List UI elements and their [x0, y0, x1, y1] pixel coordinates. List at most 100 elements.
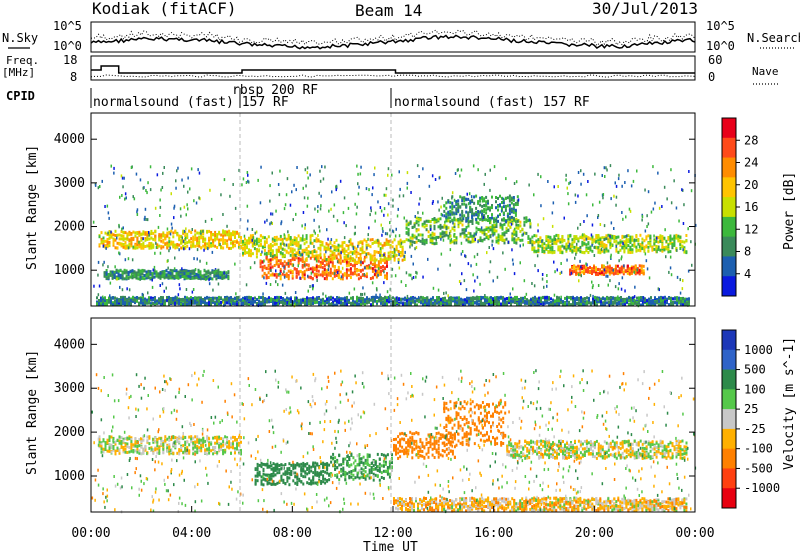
- range-time-cell: [363, 259, 366, 263]
- range-time-cell: [630, 271, 633, 275]
- range-time-cell: [339, 277, 342, 281]
- range-time-cell: [304, 301, 306, 305]
- range-time-cell: [679, 235, 682, 239]
- range-time-cell: [124, 295, 126, 299]
- range-time-cell: [399, 251, 402, 254]
- range-time-cell: [480, 298, 482, 302]
- range-time-cell: [339, 261, 342, 265]
- range-time-cell: [205, 270, 208, 274]
- range-time-cell: [530, 297, 532, 301]
- range-time-cell: [635, 249, 638, 253]
- range-time-cell: [504, 208, 507, 212]
- range-time-cell: [222, 236, 225, 240]
- range-time-cell: [526, 301, 528, 305]
- range-time-cell: [343, 258, 346, 262]
- range-time-cell: [435, 218, 438, 222]
- range-time-cell: [307, 268, 310, 271]
- range-time-cell: [527, 236, 530, 240]
- range-time-cell: [336, 300, 338, 303]
- range-time-cell: [517, 237, 520, 241]
- range-time-cell: [640, 264, 643, 268]
- range-time-cell: [305, 252, 308, 256]
- range-time-cell: [424, 299, 426, 303]
- range-time-cell: [465, 204, 468, 208]
- range-time-cell: [671, 237, 674, 241]
- range-time-cell: [449, 229, 452, 233]
- range-time-cell: [445, 219, 448, 223]
- range-time-cell: [571, 269, 574, 273]
- range-time-cell: [487, 235, 490, 239]
- range-time-cell: [624, 297, 626, 301]
- range-time-cell: [218, 296, 220, 299]
- range-time-cell: [182, 245, 185, 249]
- range-time-cell: [166, 246, 169, 250]
- range-time-cell: [419, 233, 422, 237]
- range-time-cell: [649, 236, 652, 240]
- range-time-cell: [553, 241, 556, 245]
- range-time-cell: [194, 301, 196, 305]
- range-time-cell: [490, 303, 492, 307]
- range-time-cell: [514, 213, 517, 217]
- range-time-cell: [285, 250, 288, 254]
- range-time-cell: [335, 256, 338, 260]
- range-time-cell: [515, 223, 518, 227]
- range-time-cell: [575, 247, 578, 251]
- range-time-cell: [120, 230, 123, 234]
- range-time-cell: [508, 297, 510, 301]
- range-time-cell: [655, 239, 658, 243]
- range-time-cell: [278, 297, 280, 301]
- range-time-cell: [533, 241, 536, 245]
- range-time-cell: [174, 243, 177, 247]
- range-time-cell: [471, 234, 474, 238]
- range-time-cell: [331, 271, 334, 275]
- range-time-cell: [406, 300, 408, 304]
- range-time-cell: [204, 246, 207, 250]
- range-time-cell: [365, 272, 368, 276]
- range-time-cell: [106, 303, 108, 307]
- range-time-cell: [220, 233, 223, 237]
- range-time-cell: [224, 300, 226, 304]
- range-time-cell: [315, 239, 318, 243]
- range-time-cell: [339, 256, 342, 260]
- range-time-cell: [238, 232, 240, 236]
- range-time-cell: [465, 234, 468, 237]
- range-time-cell: [184, 234, 187, 238]
- range-time-cell: [459, 217, 462, 221]
- range-time-cell: [202, 244, 205, 248]
- range-time-cell: [568, 296, 570, 300]
- range-time-cell: [566, 303, 568, 307]
- range-time-cell: [259, 265, 262, 269]
- range-time-cell: [106, 300, 108, 304]
- range-time-cell: [317, 254, 320, 258]
- range-time-cell: [341, 241, 344, 245]
- range-time-cell: [283, 248, 286, 252]
- range-time-cell: [551, 248, 554, 252]
- range-time-cell: [577, 239, 580, 242]
- range-time-cell: [511, 222, 514, 226]
- range-time-cell: [683, 246, 686, 250]
- range-time-cell: [170, 229, 173, 233]
- range-time-cell: [313, 257, 316, 261]
- range-time-cell: [147, 272, 150, 276]
- range-time-cell: [641, 241, 644, 245]
- range-time-cell: [375, 273, 378, 277]
- range-time-cell: [212, 299, 214, 302]
- range-time-cell: [327, 273, 330, 277]
- range-time-cell: [150, 232, 153, 236]
- range-time-cell: [475, 226, 478, 230]
- range-time-cell: [187, 271, 190, 275]
- range-time-cell: [425, 219, 428, 223]
- range-time-cell: [661, 236, 664, 240]
- range-time-cell: [647, 245, 650, 249]
- range-time-cell: [389, 243, 392, 247]
- range-time-cell: [622, 303, 624, 306]
- range-time-cell: [518, 303, 520, 307]
- range-time-cell: [206, 301, 208, 305]
- range-time-cell: [267, 252, 270, 256]
- range-time-cell: [289, 269, 292, 273]
- range-time-cell: [159, 271, 162, 275]
- range-time-cell: [665, 239, 668, 243]
- range-time-cell: [574, 301, 576, 305]
- range-time-cell: [293, 248, 296, 252]
- range-time-cell: [376, 300, 378, 303]
